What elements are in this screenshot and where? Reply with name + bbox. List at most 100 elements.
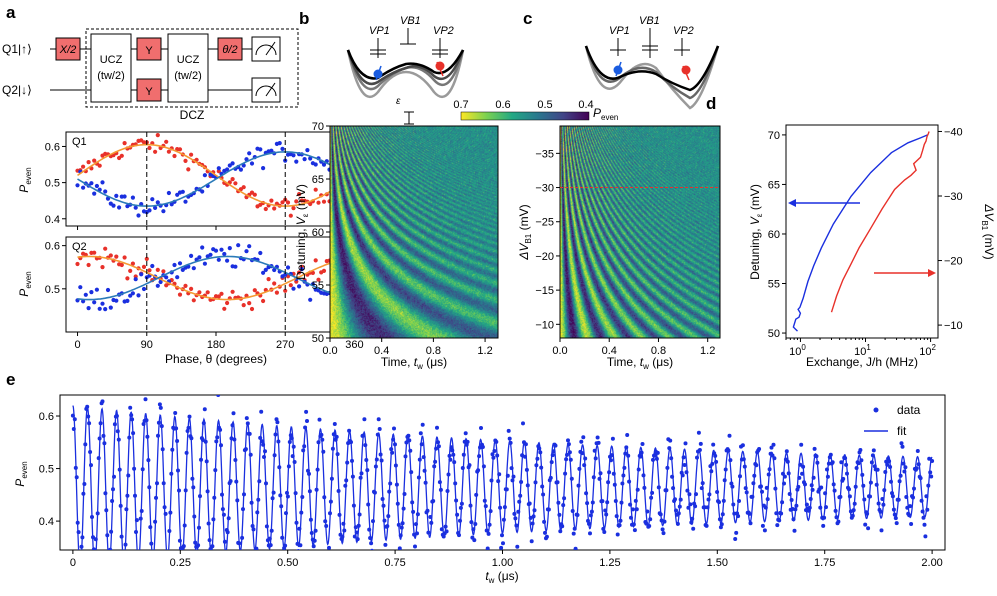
ytick-right-label: −30 bbox=[944, 191, 963, 203]
trace-point bbox=[453, 481, 458, 486]
trace-point bbox=[436, 444, 441, 449]
trace-point bbox=[775, 523, 780, 528]
trace-point bbox=[580, 451, 585, 456]
phase-point bbox=[125, 276, 130, 281]
fit-curve bbox=[77, 255, 355, 301]
trace-point bbox=[286, 464, 291, 469]
trace-point bbox=[332, 422, 337, 426]
trace-point bbox=[631, 522, 636, 527]
trace-point bbox=[319, 432, 324, 437]
trace-point bbox=[390, 450, 395, 455]
trace-point bbox=[438, 487, 443, 492]
trace-point bbox=[879, 528, 884, 533]
trace-point bbox=[273, 432, 278, 437]
trace-point bbox=[182, 523, 187, 528]
trace-point bbox=[116, 437, 121, 442]
trace-point bbox=[167, 529, 172, 533]
phase-point bbox=[125, 298, 130, 303]
trace-point bbox=[815, 460, 820, 465]
trace-point bbox=[123, 542, 128, 547]
trace-point bbox=[595, 435, 600, 440]
trace-point bbox=[95, 511, 100, 516]
trace-point bbox=[858, 448, 863, 452]
xtick-label: 1.25 bbox=[599, 557, 620, 569]
trace-point bbox=[415, 531, 419, 536]
trace-point bbox=[924, 494, 929, 499]
q1-ylabel-main: P bbox=[17, 185, 31, 193]
phase-point bbox=[310, 270, 315, 275]
trace-point bbox=[439, 527, 444, 532]
trace-point bbox=[434, 446, 439, 451]
trace-point bbox=[163, 511, 168, 516]
c-vb1: VB1 bbox=[639, 15, 660, 27]
trace-point bbox=[406, 433, 411, 438]
trace-point bbox=[378, 452, 383, 457]
trace-point bbox=[169, 471, 174, 476]
trace-point bbox=[131, 431, 136, 436]
dcz-label: DCZ bbox=[180, 108, 205, 122]
trace-point bbox=[240, 535, 245, 540]
trace-point bbox=[345, 460, 350, 465]
trace-point bbox=[321, 449, 326, 454]
trace-point bbox=[665, 465, 670, 470]
trace-point bbox=[904, 495, 909, 499]
trace-point bbox=[841, 476, 846, 481]
trace-point bbox=[212, 495, 217, 500]
trace-point bbox=[341, 521, 346, 526]
trace-point bbox=[870, 453, 875, 458]
spin-down-icon-c bbox=[681, 65, 691, 81]
trace-point bbox=[584, 491, 589, 496]
phase-point bbox=[272, 206, 277, 211]
phase-point bbox=[155, 133, 160, 138]
trace-point bbox=[491, 455, 496, 460]
trace-point bbox=[429, 520, 434, 525]
circuit-diagram: Q1|↑⟩ Q2|↓⟩ DCZ X/2 UCZ (tw/2) Y Y UCZ (… bbox=[2, 28, 299, 122]
trace-point bbox=[625, 433, 630, 437]
trace-point bbox=[388, 481, 393, 486]
trace-point bbox=[222, 539, 227, 544]
trace-point bbox=[811, 475, 816, 480]
trace-point bbox=[627, 479, 632, 484]
trace-point bbox=[717, 517, 722, 522]
trace-point bbox=[315, 467, 320, 472]
trace-point bbox=[285, 494, 290, 499]
rabi-trace-plot: 0 0.25 0.50 0.75 1.00 1.25 1.50 1.75 2.00 0.4 0.5 0… bbox=[13, 394, 946, 585]
trace-point bbox=[613, 499, 618, 503]
trace-point bbox=[422, 468, 427, 473]
trace-point bbox=[297, 526, 302, 531]
trace-point bbox=[130, 417, 135, 422]
trace-point bbox=[385, 524, 390, 529]
ytick-label: −25 bbox=[535, 217, 554, 229]
trace-point bbox=[799, 442, 804, 447]
trace-point bbox=[843, 456, 848, 461]
trace-point bbox=[301, 448, 306, 453]
trace-point bbox=[340, 534, 345, 539]
trace-point bbox=[831, 482, 836, 487]
trace-point bbox=[350, 458, 354, 463]
trace-point bbox=[304, 409, 309, 414]
trace-point bbox=[722, 478, 727, 483]
trace-point bbox=[82, 482, 87, 486]
trace-point bbox=[306, 468, 310, 473]
trace-point bbox=[477, 454, 482, 459]
trace-point bbox=[603, 508, 608, 513]
trace-point bbox=[656, 485, 661, 490]
trace-point bbox=[648, 517, 653, 522]
trace-point bbox=[901, 461, 906, 466]
trace-point bbox=[395, 501, 400, 506]
trace-point bbox=[742, 464, 747, 469]
trace-point bbox=[210, 544, 215, 549]
trace-point bbox=[472, 538, 477, 543]
trace-point bbox=[241, 507, 245, 512]
trace-point bbox=[96, 456, 101, 461]
trace-point bbox=[774, 511, 779, 516]
trace-point bbox=[740, 443, 745, 448]
trace-point bbox=[530, 521, 535, 526]
trace-point bbox=[451, 452, 456, 457]
trace-point bbox=[115, 429, 120, 434]
trace-point bbox=[85, 404, 90, 409]
trace-point bbox=[183, 488, 188, 493]
phase-point bbox=[200, 189, 205, 194]
trace-point bbox=[794, 503, 799, 508]
xtick-label: 360 bbox=[345, 339, 363, 351]
